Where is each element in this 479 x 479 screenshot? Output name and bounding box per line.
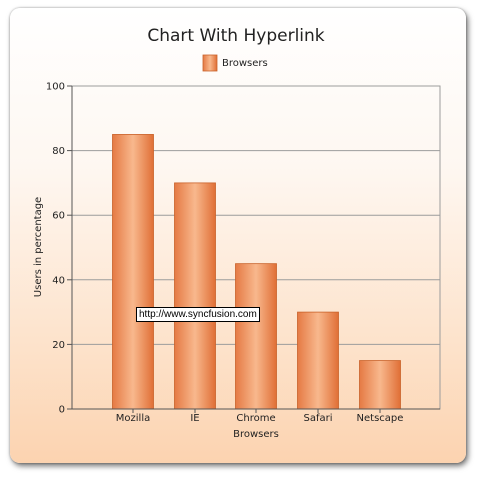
legend-swatch-browsers	[202, 54, 218, 72]
legend: Browsers	[202, 54, 268, 72]
bar-netscape[interactable]	[359, 360, 401, 410]
x-tick-label: Safari	[303, 413, 332, 424]
x-axis-ticks: Mozilla IE Chrome Safari Netscape	[116, 409, 404, 424]
y-tick-label: 80	[52, 146, 65, 157]
y-axis-ticks: 0 20 40 60 80 100	[46, 82, 72, 416]
x-tick-label: Netscape	[357, 413, 404, 424]
y-tick-label: 20	[52, 340, 65, 351]
x-tick-label: Mozilla	[116, 413, 150, 424]
y-tick-label: 60	[52, 211, 65, 222]
hyperlink-tooltip: http://www.syncfusion.com	[136, 307, 260, 322]
bar-safari[interactable]	[297, 311, 339, 410]
x-tick-label: IE	[190, 413, 199, 424]
x-axis-label: Browsers	[233, 429, 279, 440]
y-tick-label: 100	[46, 82, 65, 93]
x-tick-label: Chrome	[236, 413, 275, 424]
bar-mozilla[interactable]	[112, 134, 154, 410]
bar-ie[interactable]	[174, 182, 216, 410]
chart-title: Chart With Hyperlink	[147, 26, 324, 46]
bars	[112, 134, 401, 410]
y-axis-label: Users in percentage	[33, 197, 44, 297]
legend-label-browsers: Browsers	[222, 58, 268, 69]
y-tick-label: 0	[59, 405, 65, 416]
y-tick-label: 40	[52, 275, 65, 286]
bar-chrome[interactable]	[235, 263, 277, 410]
